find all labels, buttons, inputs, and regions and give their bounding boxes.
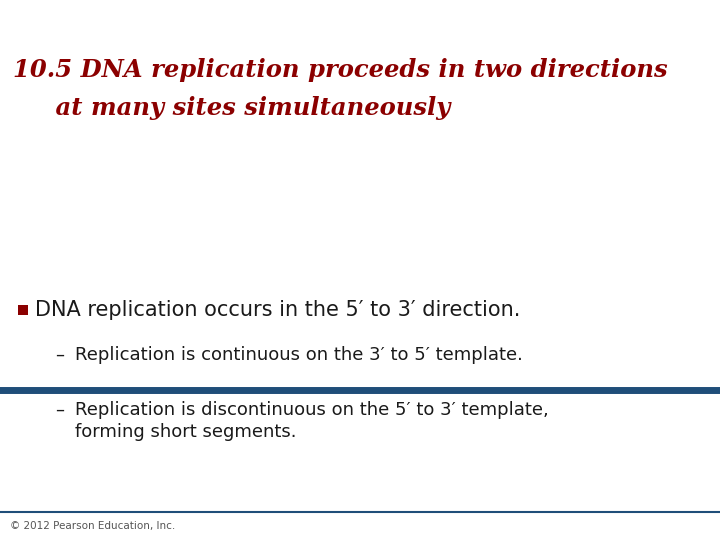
Text: Replication is continuous on the 3′ to 5′ template.: Replication is continuous on the 3′ to 5… [75, 346, 523, 364]
Bar [18, 305, 28, 315]
Text: © 2012 Pearson Education, Inc.: © 2012 Pearson Education, Inc. [10, 521, 175, 531]
Text: at many sites simultaneously: at many sites simultaneously [13, 96, 450, 120]
Text: –: – [55, 346, 64, 364]
Text: –: – [55, 401, 64, 419]
Text: DNA replication occurs in the 5′ to 3′ direction.: DNA replication occurs in the 5′ to 3′ d… [35, 300, 521, 320]
Text: 10.5 DNA replication proceeds in two directions: 10.5 DNA replication proceeds in two dir… [13, 58, 667, 82]
Text: forming short segments.: forming short segments. [75, 423, 297, 441]
Text: Replication is discontinuous on the 5′ to 3′ template,: Replication is discontinuous on the 5′ t… [75, 401, 549, 419]
